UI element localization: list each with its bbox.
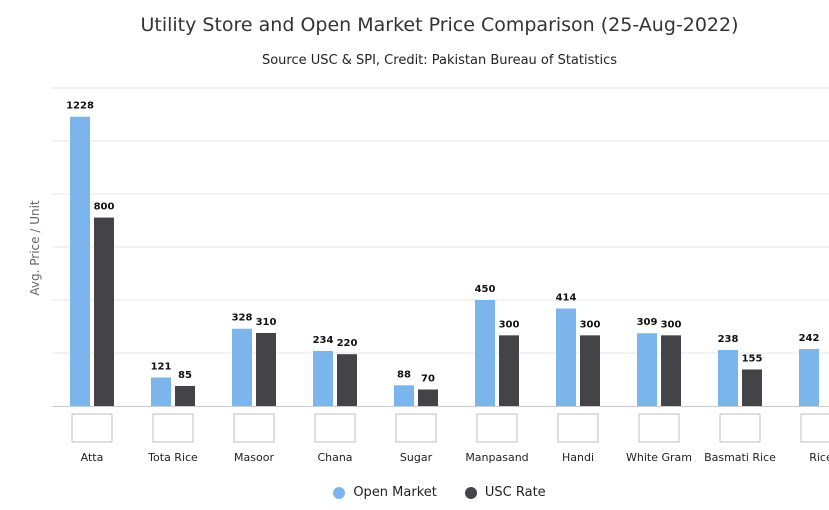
x-tick-label: Chana [317,451,352,464]
data-label: 450 [475,284,496,295]
data-label: 1228 [66,101,94,112]
bar-open-market[interactable] [394,385,414,406]
bar-usc-rate[interactable] [337,354,357,406]
x-tick-label: Manpasand [465,451,528,464]
bar-usc-rate[interactable] [742,369,762,406]
x-tick-label: Handi [562,451,594,464]
data-label: 234 [313,335,334,346]
data-label: 155 [742,353,763,364]
data-label: 88 [397,369,411,380]
x-tick-label: Masoor [234,451,274,464]
data-label: 242 [799,333,820,344]
bar-open-market[interactable] [799,348,819,406]
bar-usc-rate[interactable] [256,332,276,406]
data-label: 85 [178,370,192,381]
bar-usc-rate[interactable] [94,217,114,406]
category-image [800,413,829,443]
bar-usc-rate[interactable] [418,389,438,406]
bar-open-market[interactable] [556,308,576,406]
bar-usc-rate[interactable] [175,385,195,406]
bar-open-market[interactable] [637,333,657,406]
data-label: 309 [637,317,658,328]
category-image [233,413,275,443]
data-label: 800 [94,202,115,213]
category-image [719,413,761,443]
bar-open-market[interactable] [718,349,738,406]
data-label: 220 [337,338,358,349]
data-label: 300 [499,319,520,330]
legend: Open Market USC Rate [0,485,829,500]
category-image [395,413,437,443]
data-label: 300 [580,319,601,330]
category-labels: Atta Tota Rice Masoor Chana Sugar Manpasand Ha… [81,451,829,464]
x-tick-label: Rice [809,451,829,464]
legend-item-usc-rate[interactable]: USC Rate [464,485,546,500]
category-image [71,413,113,443]
bar-open-market[interactable] [313,350,333,406]
data-label: 70 [421,374,435,385]
category-image [476,413,518,443]
bar-open-market[interactable] [151,377,171,406]
bar-open-market[interactable] [475,300,495,406]
legend-marker-usc-rate [464,486,477,499]
legend-marker-open-market [333,486,346,499]
bars: 1228 800 121 85 328 310 234 220 88 70 450 300 414 300… [66,101,819,406]
x-tick-label: Sugar [400,451,433,464]
x-tick-label: Tota Rice [147,451,198,464]
grid-lines [52,87,829,407]
data-label: 300 [661,319,682,330]
data-label: 121 [151,361,172,372]
bar-usc-rate[interactable] [499,335,519,406]
data-label: 238 [718,334,739,345]
chart-title: Utility Store and Open Market Price Comp… [140,14,739,36]
category-image [314,413,356,443]
data-label: 414 [556,292,577,303]
bar-usc-rate[interactable] [661,335,681,406]
data-label: 310 [256,317,277,328]
x-tick-label: Atta [81,451,104,464]
category-image [557,413,599,443]
data-label: 328 [232,313,253,324]
category-image [152,413,194,443]
bar-open-market[interactable] [232,328,252,406]
y-axis-label: Avg. Price / Unit [28,200,42,296]
bar-usc-rate[interactable] [580,335,600,406]
x-tick-label: White Gram [626,451,692,464]
chart-subtitle: Source USC & SPI, Credit: Pakistan Burea… [261,53,618,68]
category-images [71,413,829,443]
legend-item-open-market[interactable]: Open Market [333,485,437,500]
x-tick-label: Basmati Rice [704,451,776,464]
legend-label-usc-rate: USC Rate [484,485,546,500]
legend-label-open-market: Open Market [353,485,437,500]
bar-open-market[interactable] [70,116,90,406]
category-image [638,413,680,443]
